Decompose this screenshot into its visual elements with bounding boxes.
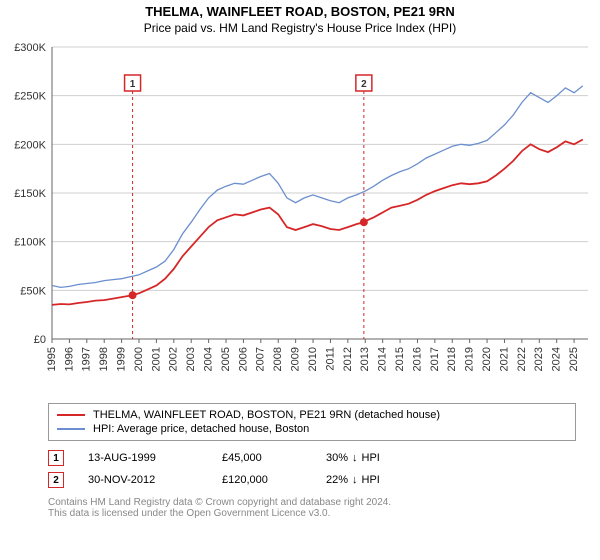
sale-price-1: £45,000 [222,452,302,464]
svg-text:2021: 2021 [498,347,510,371]
svg-text:£150K: £150K [14,188,46,200]
legend-item-hpi: HPI: Average price, detached house, Bost… [57,422,567,436]
sale-date-2: 30-NOV-2012 [88,474,198,486]
svg-text:2025: 2025 [568,347,580,371]
svg-text:2002: 2002 [168,347,180,371]
svg-text:1997: 1997 [81,347,93,371]
svg-text:2014: 2014 [377,347,389,371]
chart-subtitle: Price paid vs. HM Land Registry's House … [0,19,600,39]
sale-row-2: 2 30-NOV-2012 £120,000 22% ↓ HPI [48,469,576,491]
svg-text:2000: 2000 [133,347,145,371]
legend-swatch-hpi [57,428,85,430]
sale-row-1: 1 13-AUG-1999 £45,000 30% ↓ HPI [48,447,576,469]
legend-swatch-property [57,414,85,416]
svg-text:2003: 2003 [185,347,197,371]
svg-text:1: 1 [130,79,136,90]
svg-text:2011: 2011 [324,347,336,371]
price-chart-svg: £0 £50K £100K £150K £200K £250K £300K 1995 1996 1… [0,39,600,399]
svg-text:2004: 2004 [203,347,215,371]
svg-text:2009: 2009 [290,347,302,371]
svg-text:2005: 2005 [220,347,232,371]
legend-item-property: THELMA, WAINFLEET ROAD, BOSTON, PE21 9RN… [57,408,567,422]
legend: THELMA, WAINFLEET ROAD, BOSTON, PE21 9RN… [48,403,576,441]
sale-flag-1: 1 [48,450,64,466]
svg-text:2: 2 [361,79,367,90]
svg-text:2024: 2024 [551,347,563,371]
svg-text:£300K: £300K [14,42,46,54]
svg-text:2015: 2015 [394,347,406,371]
svg-text:2023: 2023 [533,347,545,371]
sale-price-2: £120,000 [222,474,302,486]
svg-text:£100K: £100K [14,237,46,249]
svg-text:2001: 2001 [150,347,162,371]
svg-text:1999: 1999 [116,347,128,371]
svg-text:2008: 2008 [272,347,284,371]
sales-table: 1 13-AUG-1999 £45,000 30% ↓ HPI 2 30-NOV… [48,447,576,491]
chart-area: £0 £50K £100K £150K £200K £250K £300K 1995 1996 1… [0,39,600,399]
svg-text:£250K: £250K [14,91,46,103]
sale-date-1: 13-AUG-1999 [88,452,198,464]
svg-text:2010: 2010 [307,347,319,371]
sale-delta-2: 22% ↓ HPI [326,474,380,486]
svg-text:£200K: £200K [14,139,46,151]
svg-text:2020: 2020 [481,347,493,371]
svg-text:2018: 2018 [446,347,458,371]
svg-text:2012: 2012 [342,347,354,371]
svg-text:1996: 1996 [63,347,75,371]
footnote: Contains HM Land Registry data © Crown c… [48,497,576,519]
sale-delta-1: 30% ↓ HPI [326,452,380,464]
svg-text:2006: 2006 [237,347,249,371]
svg-text:2019: 2019 [464,347,476,371]
svg-text:2016: 2016 [411,347,423,371]
chart-title: THELMA, WAINFLEET ROAD, BOSTON, PE21 9RN [0,0,600,19]
svg-text:2013: 2013 [359,347,371,371]
legend-label-hpi: HPI: Average price, detached house, Bost… [93,423,309,435]
down-arrow-icon: ↓ [352,452,358,464]
svg-text:2007: 2007 [255,347,267,371]
svg-text:1998: 1998 [98,347,110,371]
svg-text:2022: 2022 [516,347,528,371]
svg-text:1995: 1995 [46,347,58,371]
svg-text:£50K: £50K [20,285,46,297]
legend-label-property: THELMA, WAINFLEET ROAD, BOSTON, PE21 9RN… [93,409,440,421]
sale-flag-2: 2 [48,472,64,488]
down-arrow-icon: ↓ [352,474,358,486]
svg-text:£0: £0 [34,334,46,346]
svg-text:2017: 2017 [429,347,441,371]
